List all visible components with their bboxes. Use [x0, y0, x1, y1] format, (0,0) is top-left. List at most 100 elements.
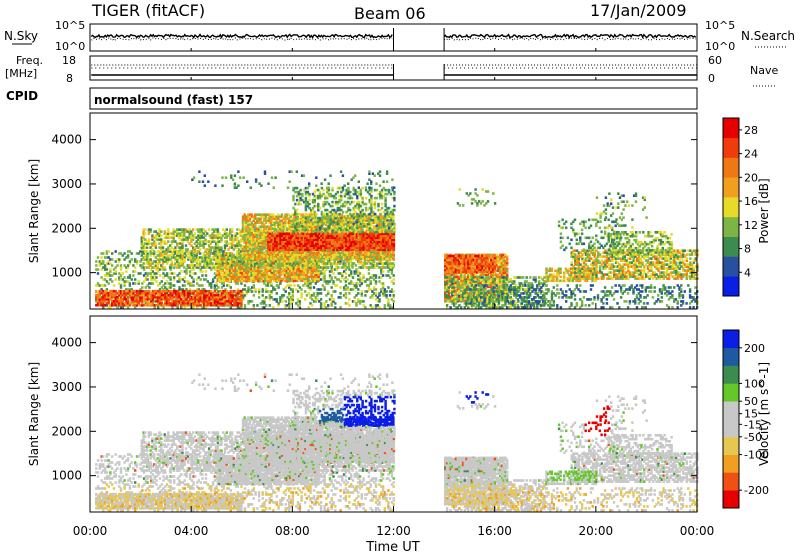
power-cell	[208, 264, 211, 267]
power-cell	[262, 260, 266, 263]
power-cell	[170, 242, 174, 245]
power-cell	[161, 258, 165, 261]
power-cell	[222, 289, 225, 293]
power-cell	[228, 277, 232, 281]
cpid-label: CPID	[6, 89, 38, 103]
power-cell	[180, 299, 183, 303]
power-cell	[288, 298, 291, 301]
power-cell	[134, 299, 137, 303]
power-cell	[223, 266, 227, 269]
power-cell	[199, 230, 202, 233]
power-cell	[100, 303, 103, 307]
power-cell	[191, 228, 195, 231]
power-cell	[193, 264, 197, 267]
power-cell	[105, 288, 109, 291]
power-cell	[357, 288, 360, 291]
power-cell	[197, 276, 201, 279]
power-cell	[171, 299, 174, 303]
power-cell	[281, 294, 284, 297]
power-cell	[297, 273, 301, 277]
power-cell	[153, 242, 156, 245]
power-cell	[111, 252, 114, 255]
power-cell	[219, 295, 222, 299]
power-cell	[262, 266, 266, 269]
power-cell	[190, 268, 194, 271]
power-cell	[288, 304, 291, 307]
power-cell	[162, 297, 165, 301]
power-cell	[119, 289, 123, 293]
power-cell	[165, 252, 168, 255]
power-cell	[216, 263, 219, 267]
power-cell	[388, 304, 392, 307]
power-cell	[203, 262, 206, 265]
power-cell	[219, 299, 222, 303]
power-cell	[199, 256, 202, 259]
power-cell	[126, 250, 130, 253]
power-cell	[240, 295, 243, 299]
power-cell	[121, 297, 124, 301]
power-cell	[248, 266, 251, 269]
power-cell	[210, 258, 213, 261]
power-cell	[158, 299, 162, 303]
power-cell	[206, 293, 209, 297]
power-cell	[246, 240, 250, 243]
power-cell	[245, 258, 248, 261]
power-cell	[234, 259, 237, 263]
power-cell	[123, 258, 126, 261]
power-cell	[304, 298, 307, 301]
power-cell	[258, 269, 262, 273]
power-cell	[157, 284, 160, 287]
power-cell	[247, 302, 250, 305]
power-cell	[169, 289, 172, 293]
power-cell	[216, 258, 220, 261]
power-cell	[191, 260, 195, 263]
power-cell	[360, 282, 363, 285]
power-cell	[100, 252, 103, 255]
power-cell	[128, 282, 132, 285]
power-cell	[225, 277, 228, 281]
power-cell	[112, 293, 116, 297]
power-cell	[111, 295, 114, 299]
power-cell	[170, 236, 174, 239]
power-cell	[185, 268, 188, 271]
power-cell	[271, 261, 274, 265]
power-cell	[341, 272, 344, 275]
power-cell	[220, 238, 223, 241]
power-cell	[367, 272, 371, 275]
power-cell	[227, 269, 230, 273]
power-cell	[279, 296, 282, 299]
power-cell	[201, 299, 204, 303]
power-cell	[154, 230, 158, 233]
power-cell	[210, 295, 213, 299]
power-cell	[142, 242, 145, 245]
power-cell	[111, 274, 114, 277]
power-cell	[367, 288, 371, 291]
power-cell	[218, 271, 221, 275]
power-cell	[207, 256, 211, 259]
power-cell	[204, 295, 208, 299]
power-cell	[167, 258, 170, 261]
power-cell	[267, 277, 271, 281]
power-cell	[342, 278, 346, 281]
power-cell	[367, 266, 371, 269]
power-cell	[303, 262, 306, 265]
power-cell	[148, 289, 151, 293]
power-cell	[214, 252, 218, 255]
power-cell	[160, 238, 163, 241]
power-cell	[323, 280, 326, 283]
power-cell	[142, 232, 145, 235]
power-cell	[358, 276, 362, 279]
power-cell	[121, 291, 124, 295]
power-cell	[192, 268, 195, 271]
power-cell	[234, 275, 237, 279]
power-cell	[196, 293, 199, 297]
power-cell	[220, 267, 223, 271]
power-cell	[220, 255, 223, 259]
power-cell	[236, 250, 239, 253]
power-cell	[350, 280, 353, 283]
power-cell	[165, 301, 169, 305]
power-cell	[100, 297, 103, 301]
power-cell	[153, 272, 156, 275]
power-cell	[209, 240, 212, 243]
power-cell	[225, 240, 228, 243]
